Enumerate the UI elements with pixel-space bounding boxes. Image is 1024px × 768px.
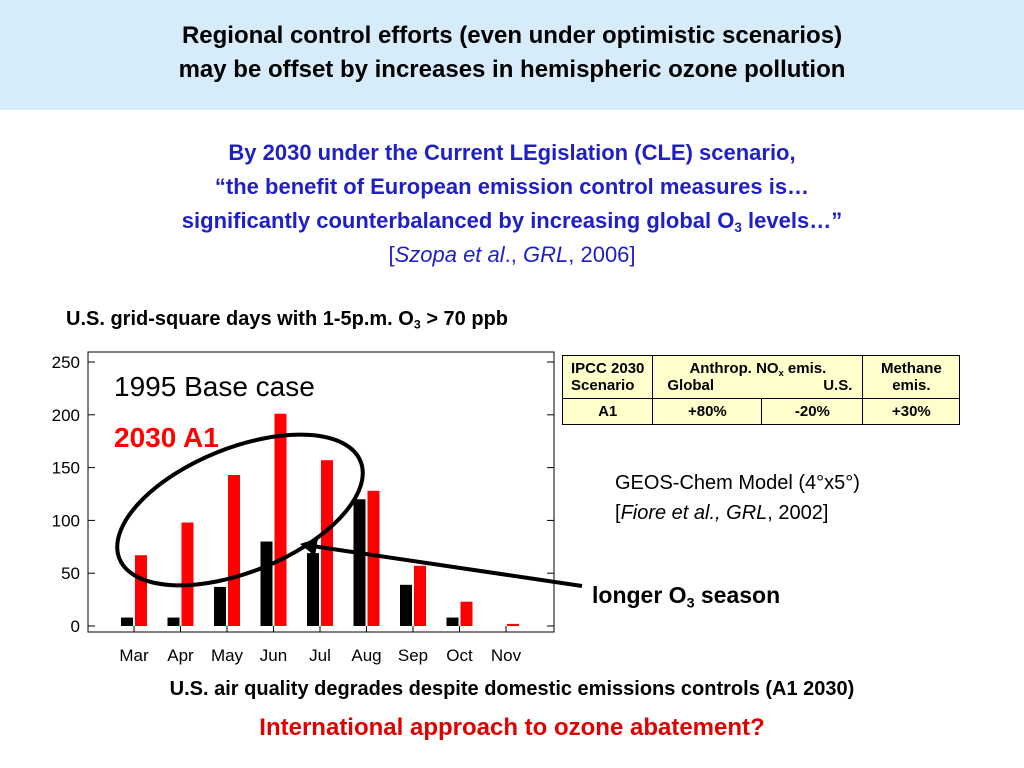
bar-a1-sep	[414, 565, 426, 626]
bar-base-mar	[121, 617, 133, 626]
quote-line-1: By 2030 under the Current LEgislation (C…	[228, 140, 796, 165]
bar-base-sep	[400, 584, 412, 626]
table-header-scenario: IPCC 2030 Scenario	[561, 355, 654, 399]
bar-a1-jun	[274, 413, 287, 626]
title-banner: Regional control efforts (even under opt…	[0, 0, 1024, 110]
geos-chem-citation: [Fiore et al., GRL, 2002]	[615, 502, 829, 524]
bar-a1-may	[228, 474, 240, 626]
table-cell-nox-us: -20%	[761, 398, 864, 425]
table-header-nox: Anthrop. NOx emis. Global U.S.	[652, 355, 864, 399]
title-line-2: may be offset by increases in hemispheri…	[178, 56, 846, 83]
table-header-row: IPCC 2030 Scenario Anthrop. NOx emis. Glo…	[561, 355, 961, 399]
bar-a1-oct	[460, 601, 473, 626]
y-tick-label: 50	[61, 564, 80, 583]
scenario-table: IPCC 2030 Scenario Anthrop. NOx emis. Glo…	[561, 355, 961, 425]
table-cell-methane: +30%	[862, 398, 961, 425]
season-arrow-line	[311, 544, 583, 588]
y-tick-label: 250	[52, 353, 80, 372]
plot-frame	[87, 351, 555, 633]
title-line-1: Regional control efforts (even under opt…	[181, 22, 843, 49]
x-tick-label: Sep	[398, 646, 428, 665]
quote-line-2: “the benefit of European emission contro…	[214, 174, 810, 199]
x-tick-label: May	[211, 646, 244, 665]
x-tick-label: Aug	[351, 646, 381, 665]
bar-base-oct	[446, 617, 459, 626]
bar-a1-aug	[367, 490, 380, 626]
table-header-methane: Methane emis.	[862, 355, 961, 399]
y-tick-label: 150	[52, 459, 80, 478]
x-tick-label: Apr	[167, 646, 194, 665]
season-arrow-head	[300, 538, 318, 556]
bar-a1-jul	[321, 460, 333, 626]
longer-season-label: longer O3 season	[592, 582, 781, 612]
x-tick-label: Jul	[309, 646, 331, 665]
x-tick-label: Jun	[260, 646, 287, 665]
bar-base-aug	[353, 499, 366, 626]
x-tick-label: Oct	[446, 646, 473, 665]
geos-chem-label: GEOS-Chem Model (4°x5°)	[615, 472, 860, 494]
y-tick-label: 0	[71, 617, 80, 636]
bar-a1-apr	[181, 522, 194, 626]
bar-a1-nov	[507, 623, 519, 626]
quote-citation: [Szopa et al., GRL, 2006]	[388, 242, 636, 267]
bar-base-jul	[307, 553, 319, 626]
season-ellipse	[115, 432, 365, 588]
bar-base-apr	[167, 617, 180, 626]
conclusion-line: U.S. air quality degrades despite domest…	[169, 678, 855, 700]
y-tick-label: 100	[52, 511, 80, 530]
legend-base-case: 1995 Base case	[114, 371, 315, 402]
table-row: A1 +80% -20% +30%	[561, 398, 961, 425]
legend-2030-a1: 2030 A1	[114, 422, 219, 453]
bar-base-may	[214, 586, 226, 626]
chart-title: U.S. grid-square days with 1-5p.m. O3 > …	[66, 308, 509, 332]
bar-base-jun	[260, 541, 273, 626]
x-tick-label: Mar	[119, 646, 149, 665]
table-cell-nox-global: +80%	[652, 398, 763, 425]
y-tick-label: 200	[52, 406, 80, 425]
bar-a1-mar	[135, 555, 147, 626]
question-line: International approach to ozone abatemen…	[259, 714, 765, 741]
x-tick-label: Nov	[491, 646, 522, 665]
table-cell-scenario: A1	[561, 398, 654, 425]
quote-line-3: significantly counterbalanced by increas…	[181, 208, 843, 236]
